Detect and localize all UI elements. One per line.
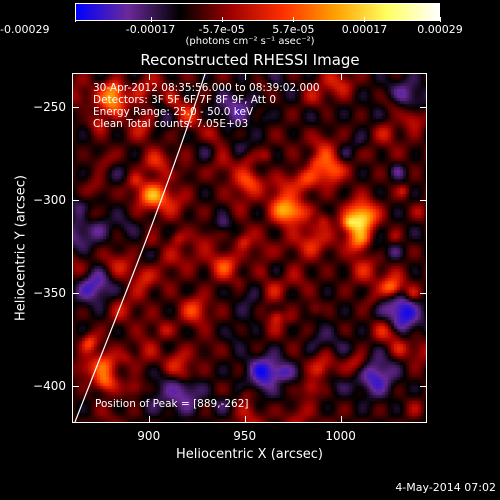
colorbar-tick-mark [75,17,76,22]
x-tick-label: 1000 [325,429,356,443]
info-detectors: Detectors: 3F 5F 6F 7F 8F 9F, Att 0 [93,94,277,106]
colorbar-tick-mark [364,17,366,22]
colorbar-tick-mark [293,17,295,22]
solar-limb-overlay [74,74,206,422]
heatmap-image [73,74,426,422]
colorbar [75,3,440,21]
y-tick-label: −300 [33,192,66,207]
x-tick-label: 900 [137,429,161,443]
plot-area: 30-Apr-2012 08:35:56.000 to 08:39:02.000… [72,73,427,423]
x-tick-label: 950 [233,429,257,443]
x-axis-label: Heliocentric X (arcsec) [176,447,323,462]
colorbar-tick-mark [221,17,223,22]
solar-limb-line [74,74,206,422]
info-time-range: 30-Apr-2012 08:35:56.000 to 08:39:02.000 [93,82,320,94]
colorbar-tick-label: 0.00017 [341,23,388,36]
y-tick-label: −250 [33,99,66,114]
colorbar-tick-label: -0.00029 [0,23,50,36]
colorbar-ticks: -0.00029 -0.00017 -5.7e-05 5.7e-05 0.00017 0.… [0,0,500,40]
y-tick-label: −400 [33,378,66,393]
colorbar-units: (photons cm⁻² s⁻¹ asec⁻²) [185,36,315,47]
info-energy-range: Energy Range: 25.0 - 50.0 keV [93,106,254,118]
info-clean-counts: Clean Total counts: 7.05E+03 [93,118,249,130]
peak-position-label: Position of Peak = [889,-262] [95,398,249,410]
colorbar-tick-mark [150,17,152,22]
plot-title: Reconstructed RHESSI Image [140,51,360,69]
footer-date: 4-May-2014 07:02 [395,481,496,494]
colorbar-tick-label: 5.7e-05 [272,23,315,36]
colorbar-tick-label: -5.7e-05 [198,23,245,36]
colorbar-tick-label: 0.00029 [417,23,463,36]
y-tick-label: −350 [33,285,66,300]
colorbar-tick-mark [440,17,441,22]
y-axis-label: Heliocentric Y (arcsec) [13,175,29,321]
colorbar-tick-label: -0.00017 [125,23,176,36]
